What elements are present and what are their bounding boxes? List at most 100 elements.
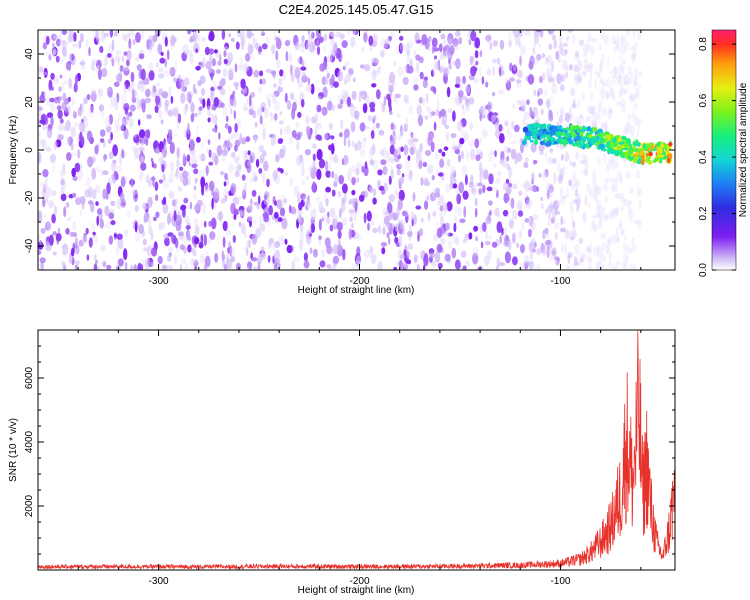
noise-speck (63, 125, 67, 132)
noise-speck (119, 154, 122, 166)
signal-point (609, 141, 615, 148)
noise-speck (219, 88, 226, 96)
noise-speck (518, 30, 523, 38)
noise-speck (326, 55, 333, 63)
noise-speck (370, 221, 375, 226)
noise-speck (592, 179, 596, 185)
noise-speck (57, 227, 61, 234)
noise-speck (50, 190, 57, 197)
noise-speck (80, 103, 83, 112)
signal-point (586, 137, 591, 142)
noise-speck (614, 193, 621, 200)
noise-speck (481, 76, 485, 85)
noise-speck (273, 30, 277, 40)
noise-speck (110, 95, 116, 108)
noise-speck (438, 194, 445, 207)
noise-speck (273, 83, 277, 88)
noise-speck (98, 104, 105, 112)
noise-speck (157, 109, 163, 119)
noise-speck (596, 71, 601, 78)
noise-speck (407, 242, 413, 251)
noise-speck (40, 181, 43, 189)
noise-speck (280, 194, 287, 207)
noise-speck (206, 105, 212, 116)
noise-speck (40, 227, 46, 234)
noise-speck (116, 233, 123, 240)
noise-speck (52, 251, 57, 256)
noise-speck (38, 106, 43, 111)
noise-speck (619, 219, 623, 227)
noise-speck (147, 178, 152, 187)
noise-speck (77, 169, 84, 181)
noise-speck (361, 165, 365, 173)
noise-speck (416, 263, 420, 270)
noise-speck (447, 32, 454, 45)
noise-speck (205, 147, 210, 153)
noise-speck (548, 109, 553, 118)
noise-speck (402, 266, 407, 270)
noise-speck (155, 194, 159, 202)
snr-x-tick-label: -100 (550, 576, 570, 587)
noise-speck (591, 105, 596, 114)
noise-speck (534, 116, 541, 125)
noise-speck (634, 116, 640, 127)
signal-point (553, 141, 559, 145)
signal-point (562, 143, 566, 147)
noise-speck (207, 117, 211, 123)
noise-speck (100, 244, 106, 252)
signal-point (636, 158, 643, 165)
noise-speck (574, 179, 580, 188)
noise-speck (436, 227, 443, 239)
noise-speck (526, 99, 530, 106)
noise-speck (60, 193, 67, 202)
noise-speck (154, 95, 161, 105)
noise-speck (495, 265, 499, 270)
noise-speck (394, 190, 400, 200)
noise-speck (381, 247, 386, 255)
noise-speck (441, 116, 447, 126)
noise-speck (609, 158, 617, 170)
noise-speck (354, 201, 358, 213)
signal-point (614, 141, 620, 146)
noise-speck (582, 70, 587, 77)
noise-speck (478, 66, 482, 77)
noise-speck (482, 222, 487, 232)
noise-speck (382, 165, 388, 176)
noise-speck (452, 183, 458, 189)
noise-speck (596, 199, 602, 210)
noise-speck (343, 128, 350, 139)
noise-speck (379, 150, 384, 155)
noise-speck (440, 108, 447, 118)
noise-speck (509, 62, 513, 72)
noise-speck (623, 87, 628, 95)
noise-speck (268, 205, 273, 216)
signal-point (549, 129, 554, 137)
noise-speck (83, 232, 87, 243)
noise-speck (627, 199, 633, 205)
noise-speck (348, 228, 352, 240)
noise-speck (615, 227, 619, 234)
noise-speck (567, 30, 573, 33)
noise-speck (252, 218, 257, 224)
noise-speck (269, 93, 275, 99)
noise-speck (595, 261, 600, 270)
noise-speck (311, 32, 315, 39)
noise-speck (56, 96, 63, 101)
noise-speck (210, 86, 215, 91)
noise-speck (382, 207, 388, 216)
signal-point (532, 132, 536, 140)
noise-speck (485, 81, 489, 88)
noise-speck (532, 46, 536, 55)
noise-speck (612, 181, 618, 193)
noise-speck (258, 215, 265, 226)
noise-speck (519, 261, 526, 270)
noise-speck (62, 180, 67, 191)
noise-speck (313, 153, 316, 162)
noise-speck (255, 42, 260, 51)
noise-speck (389, 110, 394, 116)
signal-point (600, 138, 605, 142)
noise-speck (39, 257, 46, 264)
noise-speck (225, 229, 232, 236)
noise-speck (157, 43, 162, 55)
noise-speck (58, 86, 62, 92)
